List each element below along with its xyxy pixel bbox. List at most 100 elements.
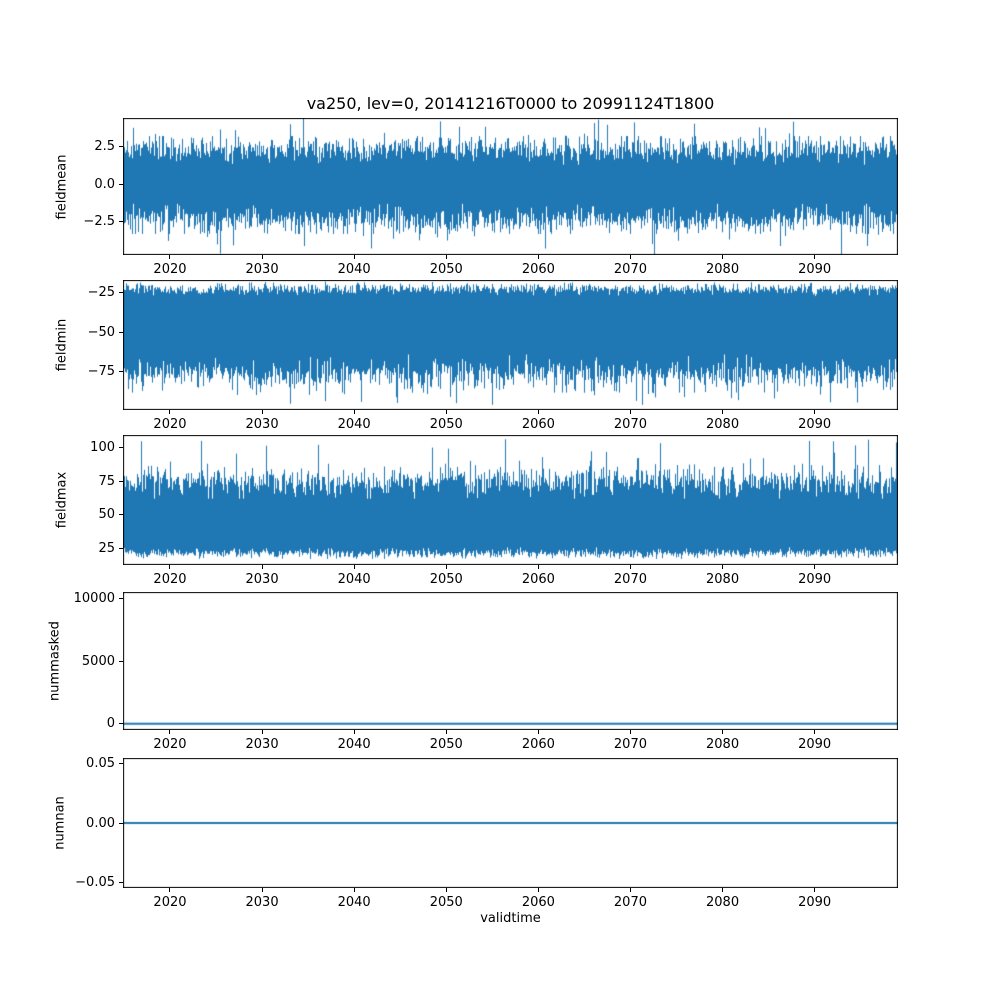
xtick-mark bbox=[722, 888, 724, 892]
ytick-mark bbox=[119, 480, 123, 482]
xtick-label: 2050 bbox=[429, 262, 463, 277]
ytick-mark bbox=[119, 763, 123, 765]
ytick-mark bbox=[119, 514, 123, 516]
xtick-mark bbox=[445, 565, 447, 569]
xtick-label: 2070 bbox=[613, 417, 647, 432]
x-axis-label: validtime bbox=[480, 911, 541, 926]
ytick-label: −50 bbox=[87, 324, 115, 340]
xtick-mark bbox=[169, 410, 171, 414]
xtick-mark bbox=[629, 410, 631, 414]
xtick-label: 2040 bbox=[337, 895, 371, 910]
xtick-label: 2030 bbox=[245, 737, 279, 752]
xtick-mark bbox=[629, 730, 631, 734]
ytick-mark bbox=[119, 881, 123, 883]
xtick-label: 2090 bbox=[798, 737, 832, 752]
xtick-label: 2030 bbox=[245, 895, 279, 910]
xtick-label: 2060 bbox=[521, 417, 555, 432]
subplot-fieldmax bbox=[123, 435, 898, 565]
xtick-label: 2090 bbox=[798, 417, 832, 432]
xtick-mark bbox=[722, 255, 724, 259]
xtick-label: 2020 bbox=[153, 737, 187, 752]
xtick-label: 2030 bbox=[245, 572, 279, 587]
ytick-label: −25 bbox=[87, 285, 115, 301]
xtick-label: 2090 bbox=[798, 262, 832, 277]
ytick-label: −2.5 bbox=[83, 214, 115, 230]
ytick-mark bbox=[119, 183, 123, 185]
xtick-mark bbox=[814, 565, 816, 569]
chart-title: va250, lev=0, 20141216T0000 to 20991124T… bbox=[306, 94, 715, 113]
xtick-label: 2080 bbox=[706, 262, 740, 277]
xtick-label: 2090 bbox=[798, 895, 832, 910]
ytick-label: 0.0 bbox=[94, 176, 115, 192]
xtick-mark bbox=[353, 888, 355, 892]
xtick-mark bbox=[353, 565, 355, 569]
subplot-numnan bbox=[123, 758, 898, 888]
subplot-fieldmin bbox=[123, 280, 898, 410]
subplot-fieldmean bbox=[123, 118, 898, 255]
xtick-mark bbox=[722, 565, 724, 569]
ytick-label: 50 bbox=[98, 507, 115, 523]
xtick-label: 2070 bbox=[613, 895, 647, 910]
ytick-mark bbox=[119, 292, 123, 294]
xtick-mark bbox=[537, 410, 539, 414]
xtick-mark bbox=[261, 255, 263, 259]
xtick-mark bbox=[261, 410, 263, 414]
xtick-mark bbox=[814, 888, 816, 892]
xtick-mark bbox=[537, 888, 539, 892]
xtick-label: 2060 bbox=[521, 572, 555, 587]
xtick-mark bbox=[353, 410, 355, 414]
xtick-mark bbox=[814, 410, 816, 414]
xtick-mark bbox=[169, 565, 171, 569]
xtick-label: 2070 bbox=[613, 737, 647, 752]
ytick-label: 10000 bbox=[73, 590, 115, 606]
xtick-mark bbox=[722, 410, 724, 414]
xtick-label: 2030 bbox=[245, 417, 279, 432]
xtick-mark bbox=[261, 888, 263, 892]
ytick-mark bbox=[119, 660, 123, 662]
ytick-label: 25 bbox=[98, 541, 115, 557]
ytick-mark bbox=[119, 221, 123, 223]
xtick-label: 2050 bbox=[429, 417, 463, 432]
ytick-mark bbox=[119, 597, 123, 599]
xtick-label: 2080 bbox=[706, 572, 740, 587]
xtick-mark bbox=[261, 565, 263, 569]
ytick-mark bbox=[119, 723, 123, 725]
ytick-label: 75 bbox=[98, 473, 115, 489]
xtick-label: 2050 bbox=[429, 895, 463, 910]
xtick-mark bbox=[629, 565, 631, 569]
xtick-mark bbox=[169, 888, 171, 892]
xtick-label: 2020 bbox=[153, 417, 187, 432]
xtick-label: 2040 bbox=[337, 262, 371, 277]
xtick-label: 2060 bbox=[521, 262, 555, 277]
xtick-mark bbox=[445, 888, 447, 892]
xtick-mark bbox=[537, 255, 539, 259]
xtick-label: 2070 bbox=[613, 572, 647, 587]
xtick-mark bbox=[445, 730, 447, 734]
xtick-label: 2050 bbox=[429, 572, 463, 587]
ytick-mark bbox=[119, 331, 123, 333]
subplot-nummasked bbox=[123, 592, 898, 730]
xtick-mark bbox=[814, 255, 816, 259]
xtick-label: 2020 bbox=[153, 262, 187, 277]
xtick-mark bbox=[169, 255, 171, 259]
xtick-label: 2060 bbox=[521, 895, 555, 910]
xtick-mark bbox=[537, 730, 539, 734]
xtick-label: 2070 bbox=[613, 262, 647, 277]
xtick-label: 2040 bbox=[337, 572, 371, 587]
xtick-mark bbox=[629, 255, 631, 259]
ytick-label: 5000 bbox=[81, 653, 115, 669]
ytick-label: −0.05 bbox=[75, 874, 115, 890]
ytick-label: 0.00 bbox=[86, 815, 115, 831]
xtick-mark bbox=[445, 255, 447, 259]
xtick-mark bbox=[537, 565, 539, 569]
ytick-mark bbox=[119, 146, 123, 148]
ytick-label: 100 bbox=[90, 439, 115, 455]
xtick-label: 2080 bbox=[706, 737, 740, 752]
xtick-label: 2030 bbox=[245, 262, 279, 277]
ytick-mark bbox=[119, 822, 123, 824]
xtick-mark bbox=[445, 410, 447, 414]
xtick-label: 2020 bbox=[153, 572, 187, 587]
xtick-mark bbox=[261, 730, 263, 734]
ytick-label: 2.5 bbox=[94, 139, 115, 155]
